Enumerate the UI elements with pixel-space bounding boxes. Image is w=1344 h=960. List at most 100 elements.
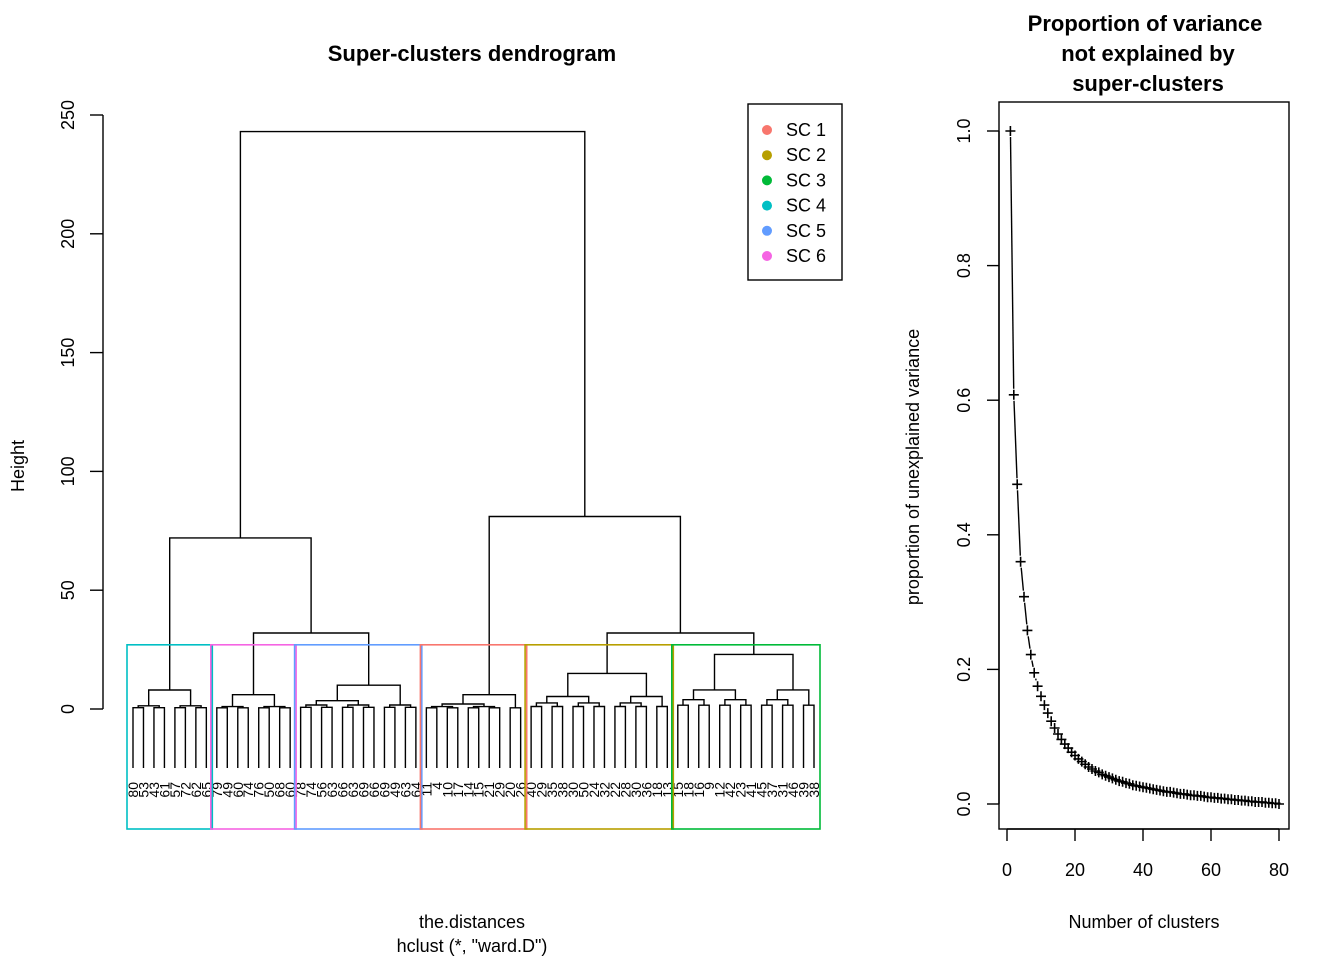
variance-point xyxy=(1019,591,1029,602)
dendrogram-leaf-label: 22 xyxy=(607,782,623,798)
legend-marker xyxy=(762,200,772,211)
dendrogram-leaf-label: 74 xyxy=(303,782,319,798)
variance-point xyxy=(1008,389,1019,400)
dendrogram-merge xyxy=(530,705,543,709)
dendrogram-leaf-label: 41 xyxy=(743,782,759,798)
variance-y-axis-label: proportion of unexplained variance xyxy=(903,329,923,605)
dendrogram-leaf-label: 60 xyxy=(230,782,246,798)
dendrogram-merge xyxy=(216,707,229,709)
variance-point xyxy=(1036,691,1046,702)
dendrogram-merge xyxy=(713,653,794,690)
variance-point xyxy=(1029,667,1040,678)
variance-point xyxy=(1015,556,1026,567)
dendrogram-leaf-label: 43 xyxy=(146,782,162,798)
variance-x-tick-label: 20 xyxy=(1065,860,1085,880)
dendrogram-merge xyxy=(462,694,517,708)
variance-point xyxy=(1039,700,1050,711)
variance-point xyxy=(1046,716,1057,727)
dendrogram-leaf-label: 49 xyxy=(219,782,235,798)
dendrogram-merge xyxy=(258,707,270,709)
dendrogram-leaf-label: 39 xyxy=(796,782,812,798)
variance-x-tick-label: 0 xyxy=(1002,860,1012,880)
dendrogram-leaf-label: 38 xyxy=(555,782,571,798)
dendrogram-panel: Super-clusters dendrogram Height the.dis… xyxy=(8,41,843,956)
variance-curve-segment xyxy=(1009,136,1015,389)
super-cluster-box xyxy=(419,643,528,830)
dendrogram-merge xyxy=(446,707,459,709)
dendrogram-leaf-label: 37 xyxy=(764,782,780,798)
dendrogram-x-axis-label: the.distances xyxy=(419,912,525,932)
variance-curve-segment xyxy=(1031,660,1034,668)
dendrogram-leaf-label: 69 xyxy=(356,782,372,798)
legend-marker xyxy=(762,225,772,236)
dendrogram-merge-left xyxy=(168,537,312,690)
dendrogram-merge xyxy=(467,707,480,709)
dendrogram-leaf-label: 21 xyxy=(481,782,497,798)
legend-marker xyxy=(762,175,772,186)
dendrogram-leaf-label: 56 xyxy=(314,782,330,798)
variance-title-line-2: not explained by xyxy=(1061,41,1235,66)
variance-panel: Proportion of variance not explained by … xyxy=(903,11,1290,932)
dendrogram-leaf-label: 63 xyxy=(397,782,413,798)
variance-point xyxy=(1032,681,1043,692)
variance-y-tick-label: 0.8 xyxy=(954,253,974,278)
dendrogram-leaf-label: 38 xyxy=(806,782,822,798)
dendrogram-merge xyxy=(488,707,501,709)
dendrogram-merge xyxy=(362,706,375,709)
dendrogram-merge xyxy=(551,705,564,709)
dendrogram-leaf-label: 61 xyxy=(156,782,172,798)
dendrogram-leaf-label: 36 xyxy=(638,782,654,798)
dendrogram-merge xyxy=(404,706,417,709)
dendrogram-leaf-label: 12 xyxy=(712,782,728,798)
dendrogram-merge xyxy=(147,689,192,706)
dendrogram-merge xyxy=(802,704,815,709)
dendrogram-merge xyxy=(341,706,354,709)
dendrogram-merge xyxy=(546,695,590,703)
dendrogram-leaf-label: 32 xyxy=(597,782,613,798)
dendrogram-leaf-label: 28 xyxy=(617,782,633,798)
dendrogram-merge xyxy=(635,705,648,709)
dendrogram-leaf-label: 76 xyxy=(251,782,267,798)
dendrogram-leaf-label: 57 xyxy=(167,782,183,798)
dendrogram-merge xyxy=(682,699,705,706)
variance-x-axis-label: Number of clusters xyxy=(1068,912,1219,932)
legend-label: SC 3 xyxy=(786,170,826,190)
dendrogram-leaf-label: 62 xyxy=(188,782,204,798)
dendrogram-leaf-label: 49 xyxy=(387,782,403,798)
dendrogram-leaf-label: 29 xyxy=(492,782,508,798)
variance-x-tick-label: 40 xyxy=(1133,860,1153,880)
variance-y-tick-label: 0.0 xyxy=(954,791,974,816)
dendrogram-y-axis-label: Height xyxy=(8,440,28,492)
super-cluster-box xyxy=(126,643,214,830)
variance-title-line-1: Proportion of variance xyxy=(1028,11,1263,36)
variance-curve-segment xyxy=(1023,602,1028,625)
dendrogram-merge xyxy=(279,707,291,709)
dendrogram-leaf-label: 68 xyxy=(272,782,288,798)
legend-marker xyxy=(762,125,772,135)
dendrogram-leaf-label: 17 xyxy=(450,782,466,798)
dendrogram-merge xyxy=(174,707,187,709)
legend-label: SC 5 xyxy=(786,221,826,241)
dendrogram-merge xyxy=(132,707,145,709)
dendrogram-y-tick-label: 50 xyxy=(58,580,78,600)
dendrogram-leaf-label: 50 xyxy=(261,782,277,798)
dendrogram-merge xyxy=(593,705,606,709)
variance-curve-segment xyxy=(1013,400,1018,479)
dendrogram-merge xyxy=(724,699,747,706)
dendrogram-merge xyxy=(740,704,752,709)
super-cluster-box xyxy=(670,643,821,830)
dendrogram-merge xyxy=(719,704,731,709)
dendrogram-merge xyxy=(656,705,668,709)
dendrogram-leaf-label: 42 xyxy=(722,782,738,798)
variance-curve-segment xyxy=(1020,567,1025,591)
dendrogram-leaf-label: 74 xyxy=(240,782,256,798)
dendrogram-method-label: hclust (*, "ward.D") xyxy=(397,936,548,956)
dendrogram-merge xyxy=(677,704,689,709)
dendrogram-leaf-label: 45 xyxy=(754,782,770,798)
dendrogram-branches xyxy=(132,130,815,768)
super-cluster-boxes xyxy=(126,643,821,830)
dendrogram-merge xyxy=(336,684,401,705)
dendrogram-leaf-label: 63 xyxy=(324,782,340,798)
variance-point xyxy=(1005,126,1016,136)
